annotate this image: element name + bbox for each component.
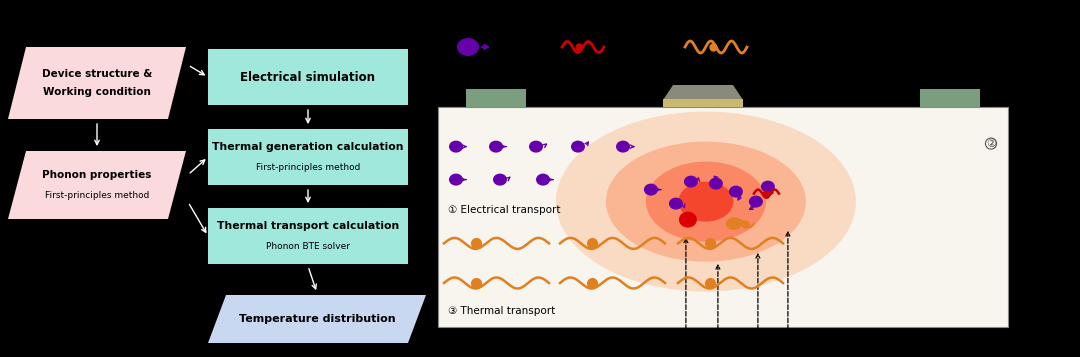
Ellipse shape <box>761 181 775 192</box>
FancyBboxPatch shape <box>920 89 980 107</box>
Polygon shape <box>8 47 186 119</box>
Ellipse shape <box>606 142 806 262</box>
Text: Electrical simulation: Electrical simulation <box>241 70 376 84</box>
Ellipse shape <box>708 177 723 190</box>
Text: Working condition: Working condition <box>43 87 151 97</box>
Ellipse shape <box>616 141 630 152</box>
Text: Thermal generation calculation: Thermal generation calculation <box>213 142 404 152</box>
Ellipse shape <box>492 174 507 186</box>
Ellipse shape <box>571 141 585 152</box>
FancyBboxPatch shape <box>208 129 408 185</box>
Ellipse shape <box>529 141 543 152</box>
Ellipse shape <box>644 183 658 196</box>
Text: ③ Thermal transport: ③ Thermal transport <box>448 306 555 316</box>
Ellipse shape <box>489 141 503 152</box>
Ellipse shape <box>449 141 463 152</box>
Text: ① Electrical transport: ① Electrical transport <box>448 205 561 215</box>
FancyBboxPatch shape <box>438 107 1008 327</box>
Ellipse shape <box>457 38 480 56</box>
Text: Phonon BTE solver: Phonon BTE solver <box>266 241 350 251</box>
Polygon shape <box>208 295 426 343</box>
Ellipse shape <box>726 217 742 230</box>
Text: Thermal transport calculation: Thermal transport calculation <box>217 221 400 231</box>
Ellipse shape <box>748 196 762 208</box>
Ellipse shape <box>449 174 463 186</box>
Ellipse shape <box>669 198 683 210</box>
FancyBboxPatch shape <box>208 49 408 105</box>
Ellipse shape <box>679 212 697 228</box>
Ellipse shape <box>536 174 550 186</box>
FancyBboxPatch shape <box>208 208 408 264</box>
Text: Temperature distribution: Temperature distribution <box>239 314 395 324</box>
Ellipse shape <box>729 186 743 198</box>
FancyBboxPatch shape <box>663 99 743 107</box>
Polygon shape <box>8 151 186 219</box>
Text: First-principles method: First-principles method <box>44 191 149 200</box>
FancyBboxPatch shape <box>465 89 526 107</box>
Ellipse shape <box>646 162 766 242</box>
Text: Phonon properties: Phonon properties <box>42 170 151 180</box>
Ellipse shape <box>684 176 698 187</box>
Text: ②: ② <box>986 139 996 149</box>
Ellipse shape <box>556 112 855 292</box>
Text: First-principles method: First-principles method <box>256 162 361 171</box>
Text: Device structure &: Device structure & <box>42 69 152 79</box>
Polygon shape <box>663 85 743 100</box>
Ellipse shape <box>678 182 733 222</box>
